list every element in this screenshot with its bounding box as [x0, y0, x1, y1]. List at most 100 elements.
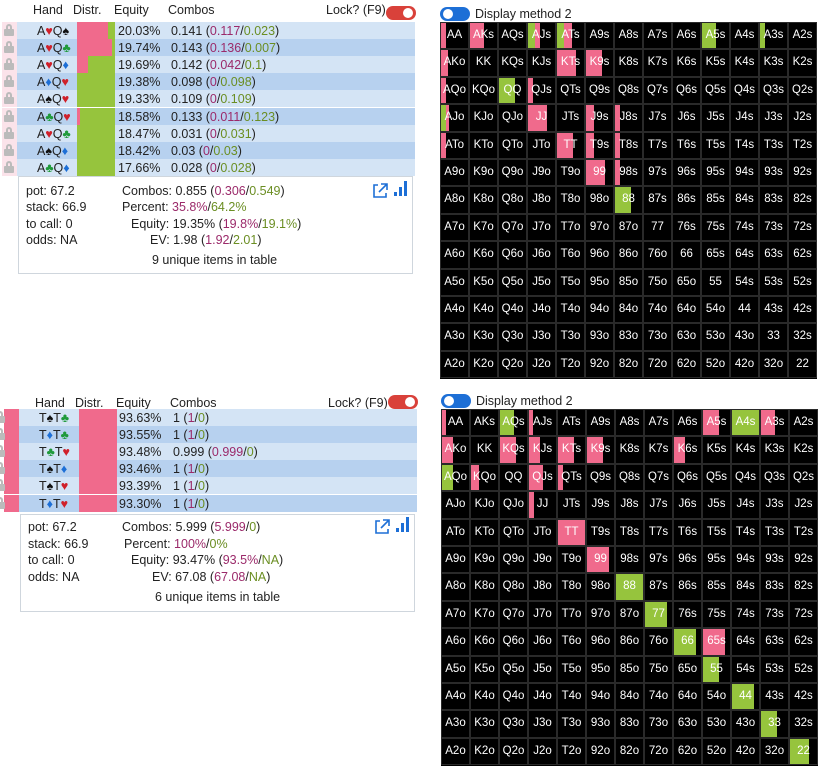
hand-cell-k7o[interactable]: K7o [470, 600, 499, 629]
hand-cell-q6o[interactable]: Q6o [499, 628, 528, 656]
hand-cell-kk[interactable]: KK [469, 49, 498, 77]
row-lock-cell[interactable] [0, 443, 19, 461]
hand-cell-k4s[interactable]: K4s [731, 436, 760, 464]
hand-cell-j6o[interactable]: J6o [527, 241, 556, 269]
hand-cell-64o[interactable]: 64o [672, 296, 701, 324]
hand-cell-32s[interactable]: 32s [789, 710, 818, 738]
hand-row[interactable]: T♦T♥ 93.30% 1 (1/0) [0, 494, 417, 512]
hand-cell-k2s[interactable]: K2s [789, 436, 818, 464]
hand-cell-k8s[interactable]: K8s [614, 49, 643, 77]
hand-cell-66[interactable]: 66 [673, 628, 702, 656]
hand-cell-55[interactable]: 55 [702, 655, 731, 683]
hand-cell-73o[interactable]: 73o [644, 710, 673, 738]
hand-cell-ats[interactable]: ATs [556, 22, 585, 50]
hand-cell-96s[interactable]: 96s [673, 546, 702, 574]
hand-cell-82s[interactable]: 82s [789, 573, 818, 601]
hand-cell-a8s[interactable]: A8s [615, 409, 644, 437]
hand-cell-q2s[interactable]: Q2s [789, 463, 818, 492]
hand-cell-k3s[interactable]: K3s [760, 436, 789, 464]
hand-cell-85s[interactable]: 85s [702, 573, 731, 601]
hand-row[interactable]: A♥Q♣ 19.74% 0.143 (0.136/0.007) [2, 39, 415, 57]
hand-cell-k4o[interactable]: K4o [470, 683, 499, 711]
row-lock-cell[interactable] [2, 22, 17, 39]
hand-cell-kto[interactable]: KTo [469, 131, 498, 159]
row-lock-cell[interactable] [2, 124, 17, 142]
hand-cell-j8o[interactable]: J8o [528, 573, 557, 601]
hand-cell-t6s[interactable]: T6s [673, 518, 702, 546]
hand-row[interactable]: T♠T♥ 93.39% 1 (1/0) [0, 477, 417, 495]
hand-cell-j6s[interactable]: J6s [672, 104, 701, 132]
hand-cell-j3s[interactable]: J3s [759, 104, 788, 132]
row-lock-cell[interactable] [2, 39, 17, 57]
hand-cell-j7o[interactable]: J7o [528, 600, 557, 629]
hand-cell-85o[interactable]: 85o [615, 655, 644, 683]
hand-cell-q4o[interactable]: Q4o [499, 683, 528, 711]
hand-cell-j5o[interactable]: J5o [528, 655, 557, 683]
hand-row[interactable]: A♣Q♦ 17.66% 0.028 (0/0.028) [2, 158, 415, 176]
hand-cell-k5o[interactable]: K5o [470, 655, 499, 683]
hand-cell-q2o[interactable]: Q2o [498, 350, 527, 379]
hand-cell-t3s[interactable]: T3s [759, 131, 788, 159]
hand-cell-t8o[interactable]: T8o [557, 573, 586, 601]
hand-cell-t7o[interactable]: T7o [556, 213, 585, 242]
hand-cell-j9o[interactable]: J9o [527, 159, 556, 187]
hand-cell-a7o[interactable]: A7o [440, 213, 469, 242]
row-lock-cell[interactable] [2, 158, 17, 176]
hand-cell-a7s[interactable]: A7s [644, 409, 673, 437]
hand-cell-ako[interactable]: AKo [441, 436, 470, 464]
hand-cell-q7s[interactable]: Q7s [644, 463, 673, 492]
hand-cell-j4o[interactable]: J4o [527, 296, 556, 324]
hand-cell-a7o[interactable]: A7o [441, 600, 470, 629]
hand-cell-q9o[interactable]: Q9o [499, 546, 528, 574]
hand-cell-a8s[interactable]: A8s [614, 22, 643, 50]
hand-cell-qjo[interactable]: QJo [498, 104, 527, 132]
hand-cell-a5o[interactable]: A5o [441, 655, 470, 683]
hand-cell-54s[interactable]: 54s [730, 268, 759, 296]
hand-cell-42o[interactable]: 42o [730, 350, 759, 379]
hand-cell-j6s[interactable]: J6s [673, 491, 702, 519]
hand-cell-kts[interactable]: KTs [556, 49, 585, 77]
hand-cell-98o[interactable]: 98o [585, 186, 614, 214]
hand-cell-k9o[interactable]: K9o [469, 159, 498, 187]
hand-cell-tt[interactable]: TT [557, 518, 586, 546]
hand-cell-95s[interactable]: 95s [702, 546, 731, 574]
hand-cell-66[interactable]: 66 [672, 241, 701, 269]
hand-cell-43o[interactable]: 43o [731, 710, 760, 738]
hand-cell-t2s[interactable]: T2s [788, 131, 817, 159]
hand-cell-q8o[interactable]: Q8o [498, 186, 527, 214]
hand-cell-t7o[interactable]: T7o [557, 600, 586, 629]
hand-cell-k8s[interactable]: K8s [615, 436, 644, 464]
hand-cell-a9s[interactable]: A9s [585, 22, 614, 50]
hand-cell-a7s[interactable]: A7s [643, 22, 672, 50]
hand-row[interactable]: T♠T♦ 93.46% 1 (1/0) [0, 460, 417, 478]
hand-cell-k4s[interactable]: K4s [730, 49, 759, 77]
lock-icon[interactable] [4, 75, 14, 88]
hand-cell-ajs[interactable]: AJs [528, 409, 557, 437]
hand-cell-86o[interactable]: 86o [615, 628, 644, 656]
hand-cell-a9o[interactable]: A9o [441, 546, 470, 574]
hand-cell-83s[interactable]: 83s [760, 573, 789, 601]
hand-cell-j2s[interactable]: J2s [789, 491, 818, 519]
hand-cell-k5s[interactable]: K5s [702, 436, 731, 464]
hand-cell-kqo[interactable]: KQo [470, 463, 499, 492]
hand-cell-a5o[interactable]: A5o [440, 268, 469, 296]
hand-cell-jj[interactable]: JJ [527, 104, 556, 132]
external-link-icon[interactable] [372, 183, 388, 198]
hand-cell-a9o[interactable]: A9o [440, 159, 469, 187]
hand-cell-72s[interactable]: 72s [789, 600, 818, 629]
hand-cell-k3o[interactable]: K3o [469, 323, 498, 351]
hand-cell-q3s[interactable]: Q3s [760, 463, 789, 492]
hand-cell-84s[interactable]: 84s [730, 186, 759, 214]
lock-icon[interactable] [0, 445, 5, 458]
hand-cell-kts[interactable]: KTs [557, 436, 586, 464]
hand-cell-t7s[interactable]: T7s [644, 518, 673, 546]
hand-cell-a2s[interactable]: A2s [789, 409, 818, 437]
hand-cell-q8o[interactable]: Q8o [499, 573, 528, 601]
hand-cell-73o[interactable]: 73o [643, 323, 672, 351]
hand-cell-q5s[interactable]: Q5s [701, 76, 730, 105]
hand-cell-76o[interactable]: 76o [643, 241, 672, 269]
hand-cell-q8s[interactable]: Q8s [614, 76, 643, 105]
hand-cell-32o[interactable]: 32o [759, 350, 788, 379]
hand-cell-aks[interactable]: AKs [470, 409, 499, 437]
hand-cell-88[interactable]: 88 [615, 573, 644, 601]
